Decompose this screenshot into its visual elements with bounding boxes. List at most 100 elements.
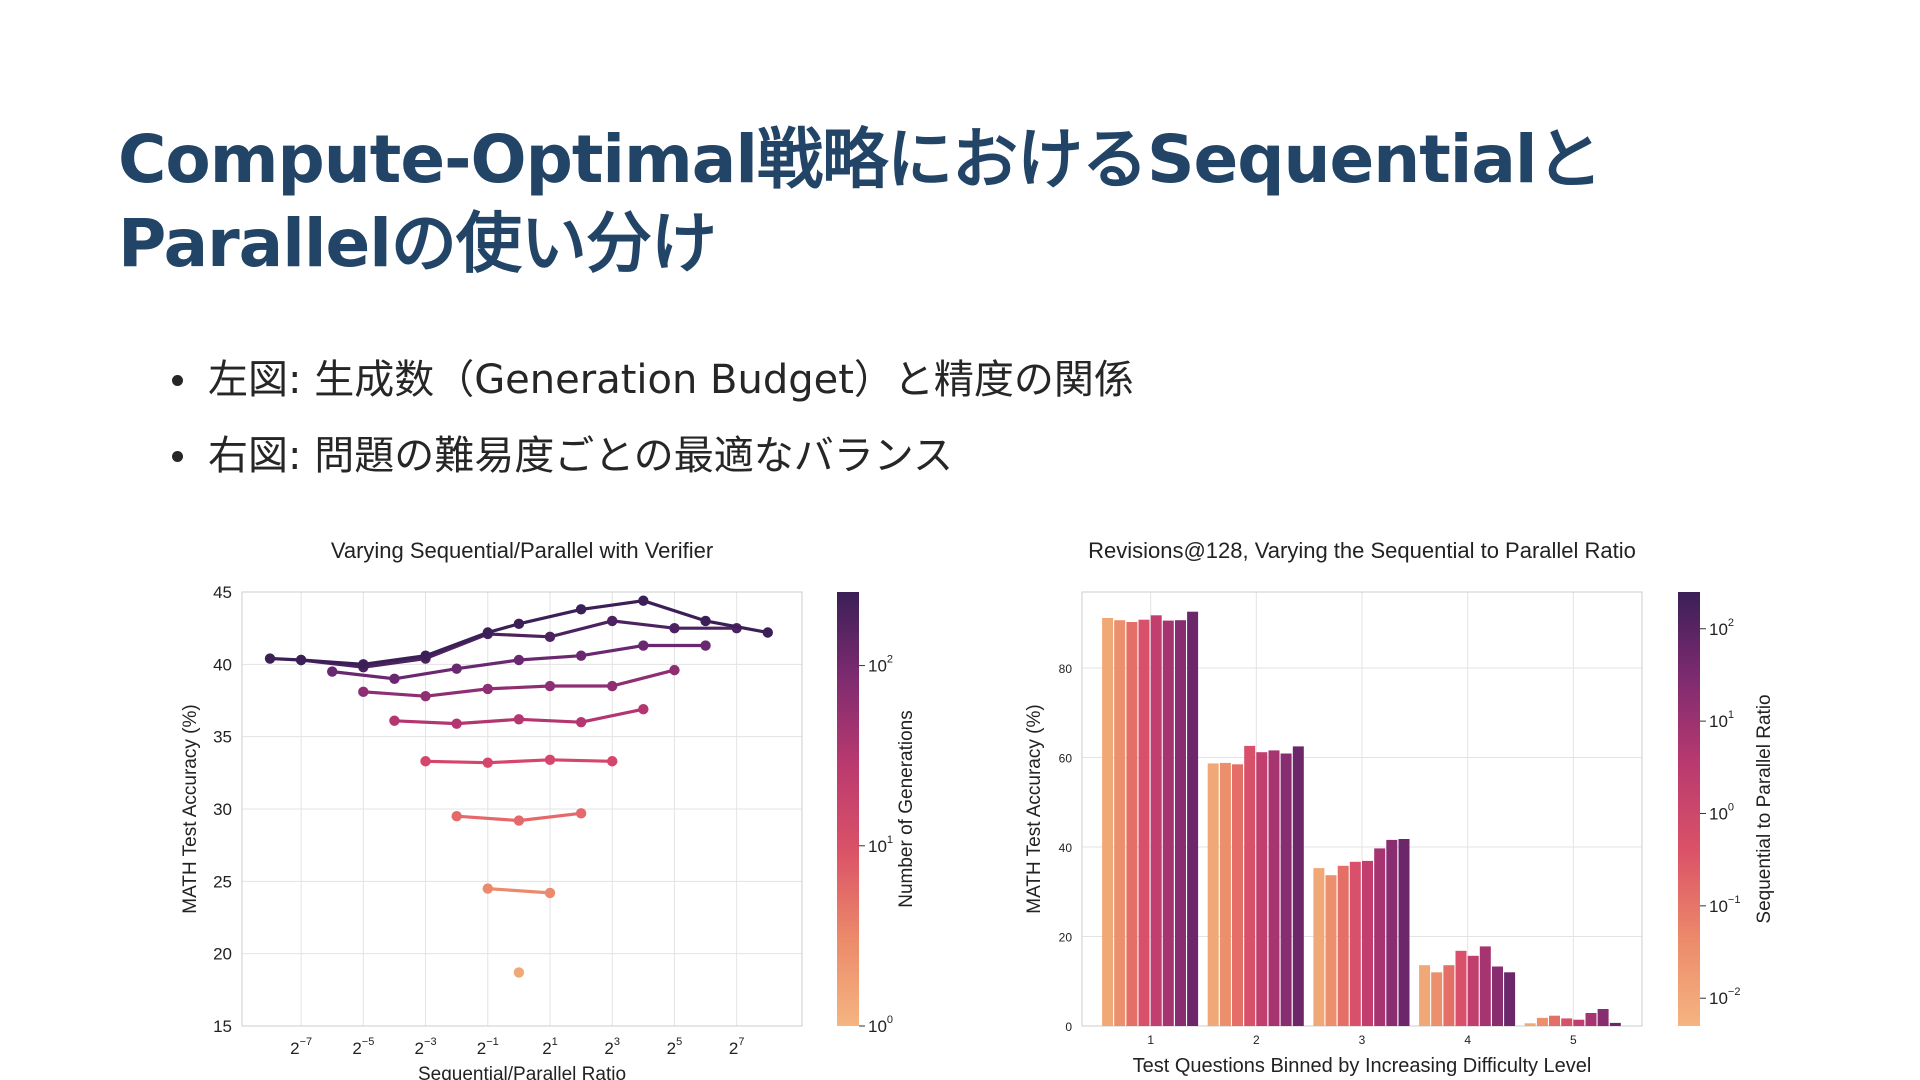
left-y-tick-label: 40 — [213, 655, 232, 674]
left-data-point — [513, 618, 525, 630]
right-y-tick-label: 60 — [1059, 752, 1073, 766]
left-y-ticks: 15 20 25 30 35 40 45 — [213, 583, 232, 1036]
right-bar — [1313, 868, 1325, 1026]
right-y-tick-label: 80 — [1059, 662, 1073, 676]
left-data-point — [513, 714, 525, 725]
right-y-ticks: 0 20 40 60 80 — [1059, 662, 1073, 1034]
left-data-point — [295, 654, 307, 666]
right-colorbar-tick-label: 10−1 — [1709, 894, 1740, 916]
left-data-point — [700, 640, 711, 651]
right-bar — [1561, 1018, 1573, 1026]
right-bar — [1175, 620, 1186, 1026]
right-bar — [1102, 618, 1114, 1026]
right-bar — [1504, 972, 1516, 1026]
right-y-tick-label: 40 — [1059, 841, 1073, 855]
left-data-point — [544, 631, 556, 643]
right-bar — [1419, 965, 1431, 1026]
left-data-point — [513, 654, 525, 666]
right-bar — [1609, 1022, 1621, 1026]
right-colorbar-tick-label: 101 — [1709, 709, 1734, 731]
right-bar — [1207, 763, 1219, 1026]
left-data-point — [762, 627, 773, 638]
left-data-point — [420, 650, 431, 661]
left-data-point — [607, 615, 618, 627]
right-chart-title: Revisions@128, Varying the Sequential to… — [1088, 538, 1636, 563]
right-x-tick-label: 3 — [1359, 1033, 1366, 1047]
left-colorbar-tick-label: 100 — [868, 1014, 893, 1036]
right-colorbar-tick-label: 10−2 — [1709, 986, 1740, 1008]
bullet-left-figure: 左図: 生成数（Generation Budget）と精度の関係 — [168, 342, 1134, 418]
right-colorbar-ticks: 10−2 10−1 100 101 102 — [1700, 617, 1740, 1008]
left-series-line — [300, 619, 737, 669]
right-bar — [1268, 750, 1280, 1026]
right-bar — [1256, 752, 1268, 1026]
right-x-axis-label: Test Questions Binned by Increasing Diff… — [1133, 1055, 1592, 1077]
bullet-right-figure: 右図: 問題の難易度ごとの最適なバランス — [168, 418, 1134, 494]
right-bar — [1162, 620, 1174, 1026]
right-bar — [1467, 955, 1479, 1026]
right-bar — [1573, 1019, 1585, 1026]
left-data-point — [575, 808, 587, 819]
left-y-tick-label: 30 — [213, 800, 232, 819]
left-data-point — [669, 664, 680, 676]
left-data-point — [513, 815, 525, 826]
left-data-point — [327, 666, 338, 677]
right-bar — [1232, 764, 1243, 1026]
right-bar — [1431, 972, 1443, 1026]
left-data-point — [358, 686, 369, 698]
left-data-point — [358, 659, 369, 670]
left-data-point — [544, 887, 556, 899]
left-x-tick-label: 2−3 — [415, 1036, 437, 1058]
right-bar — [1398, 839, 1410, 1026]
slide-title: Compute-Optimal戦略におけるSequentialとParallel… — [118, 121, 1603, 282]
left-y-axis-label: MATH Test Accuracy (%) — [180, 704, 201, 913]
left-series-line — [363, 668, 675, 698]
right-y-tick-label: 0 — [1065, 1020, 1072, 1034]
right-bar — [1549, 1015, 1560, 1026]
left-data-point — [700, 615, 711, 627]
left-data-point — [420, 690, 431, 702]
charts-area: Varying Sequential/Parallel with Verifie… — [180, 538, 1775, 1080]
left-series-group — [264, 595, 773, 978]
left-y-tick-label: 15 — [213, 1017, 232, 1036]
left-data-point — [638, 703, 649, 715]
right-x-ticks: 1 2 3 4 5 — [1147, 1033, 1577, 1047]
left-colorbar — [837, 592, 859, 1026]
right-bar — [1219, 762, 1231, 1026]
right-bars-group — [1102, 611, 1621, 1026]
left-colorbar-tick-label: 102 — [868, 654, 893, 676]
left-chart-title: Varying Sequential/Parallel with Verifie… — [331, 538, 713, 563]
right-bar — [1349, 861, 1361, 1026]
left-data-point — [544, 754, 556, 766]
left-x-tick-label: 23 — [604, 1036, 620, 1058]
right-bar — [1536, 1017, 1548, 1026]
right-bar — [1337, 865, 1349, 1026]
left-data-point — [575, 717, 587, 728]
left-data-point — [264, 653, 276, 664]
right-bar — [1492, 966, 1503, 1026]
left-x-axis-label: Sequential/Parallel Ratio — [418, 1064, 626, 1080]
right-bar — [1244, 745, 1256, 1026]
bullet-list: 左図: 生成数（Generation Budget）と精度の関係 右図: 問題の… — [168, 342, 1134, 494]
right-x-tick-label: 1 — [1147, 1033, 1154, 1047]
right-colorbar — [1678, 592, 1700, 1026]
left-data-point — [451, 663, 462, 674]
right-bar — [1455, 950, 1467, 1026]
right-bar — [1524, 1023, 1536, 1026]
right-bar — [1443, 965, 1455, 1026]
left-y-tick-label: 20 — [213, 945, 232, 964]
right-bar — [1325, 875, 1337, 1026]
left-data-point — [669, 622, 680, 634]
left-chart: Varying Sequential/Parallel with Verifie… — [180, 538, 917, 1080]
left-data-point — [575, 650, 587, 661]
left-data-point — [389, 715, 400, 726]
right-bar — [1597, 1009, 1609, 1026]
left-x-tick-label: 2−7 — [290, 1036, 312, 1058]
right-bar — [1114, 620, 1126, 1026]
left-data-point — [451, 718, 462, 729]
right-x-tick-label: 4 — [1464, 1033, 1471, 1047]
left-y-tick-label: 45 — [213, 583, 232, 602]
right-x-tick-label: 5 — [1570, 1033, 1577, 1047]
left-colorbar-label: Number of Generations — [896, 710, 917, 908]
right-y-tick-label: 20 — [1059, 931, 1073, 945]
